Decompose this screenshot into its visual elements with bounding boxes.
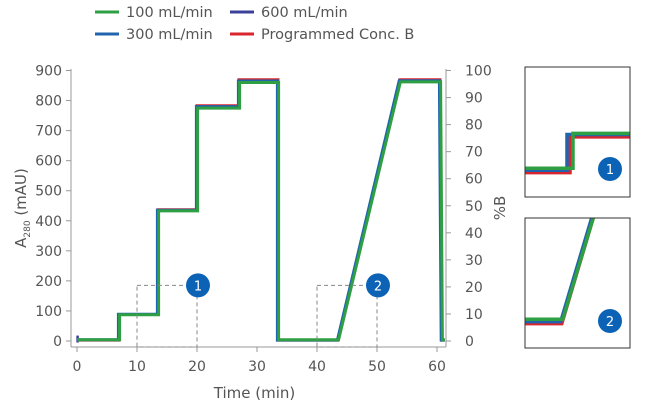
legend-entry: 300 mL/min [126, 27, 213, 43]
series-line [77, 80, 445, 342]
legend-entry: 100 mL/min [126, 5, 213, 21]
y-tick-label: 200 [35, 274, 62, 290]
inset-badge-label: 1 [606, 163, 614, 178]
y2-tick-label: 0 [465, 334, 474, 350]
inset-badge [598, 309, 622, 333]
y2-tick-label: 40 [465, 226, 483, 242]
y2-tick-label: 60 [465, 172, 483, 188]
x-tick-label: 10 [128, 359, 146, 375]
y2-tick-label: 30 [465, 253, 483, 269]
y-tick-label: 800 [35, 94, 62, 110]
inset-series-line [525, 132, 630, 172]
x-tick-label: 50 [368, 359, 386, 375]
x-tick-label: 40 [308, 359, 326, 375]
y2-tick-label: 70 [465, 145, 483, 161]
y-tick-label: 900 [35, 64, 62, 80]
inset-frame [524, 217, 631, 349]
callout-badge [366, 273, 390, 298]
zoom-region-box [136, 284, 198, 348]
inset-badge-label: 2 [606, 315, 614, 330]
inset-series-group [525, 131, 630, 175]
x-tick-label: 30 [248, 359, 266, 375]
x-tick-label: 20 [188, 359, 206, 375]
y-tick-label: 0 [53, 334, 62, 350]
callout-badge [186, 273, 210, 298]
y2-tick-label: 20 [465, 280, 483, 296]
x-axis-title: Time (min) [213, 384, 295, 402]
legend: 100 mL/min 600 mL/min 300 mL/min Programmed… [95, 5, 414, 43]
y-tick-label: 700 [35, 124, 62, 140]
y-tick-label: 500 [35, 184, 62, 200]
main-plot: 0 10 20 30 40 50 60010020030040050060070080090… [12, 64, 509, 402]
inset-frame [524, 66, 631, 198]
x-tick-label: 0 [73, 359, 82, 375]
inset-plots: 12 [524, 66, 631, 349]
y-axis-title: A280 (mAU) [12, 168, 33, 248]
y2-axis-title: %B [491, 196, 509, 221]
inset-series-line [525, 131, 630, 170]
y2-tick-label: 50 [465, 199, 483, 215]
x-tick-label: 60 [428, 359, 446, 375]
y2-tick-label: 90 [465, 91, 483, 107]
y-tick-label: 300 [35, 244, 62, 260]
inset-badge [598, 157, 622, 181]
y2-tick-label: 10 [465, 307, 483, 323]
series-line [77, 79, 445, 342]
legend-entry: 600 mL/min [261, 5, 348, 21]
y2-tick-label: 100 [465, 64, 492, 80]
y-tick-label: 400 [35, 214, 62, 230]
callout-badge-label: 2 [374, 279, 382, 294]
y2-tick-label: 80 [465, 118, 483, 134]
y-tick-label: 600 [35, 154, 62, 170]
legend-entry: Programmed Conc. B [261, 27, 414, 43]
callout-badge-label: 1 [194, 279, 202, 294]
zoom-region-box [316, 284, 378, 348]
y-tick-label: 100 [35, 304, 62, 320]
inset-series-line [525, 135, 630, 175]
